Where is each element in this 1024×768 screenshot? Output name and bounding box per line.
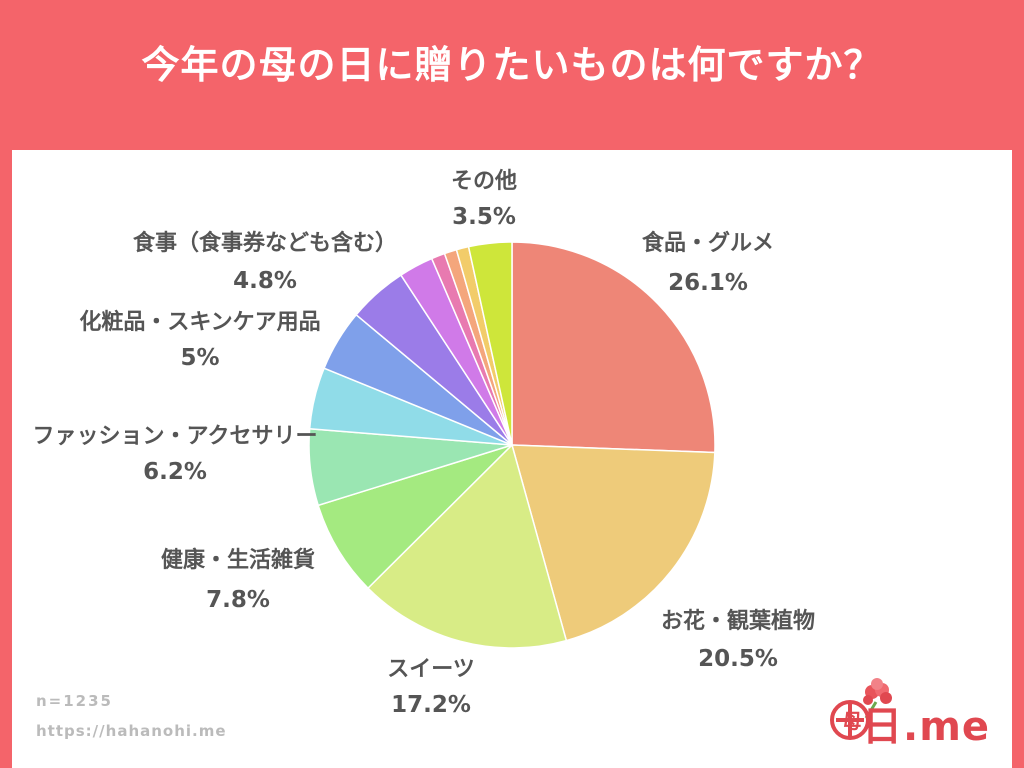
pie-slice bbox=[366, 443, 568, 649]
slice-value: 17.2% bbox=[391, 692, 471, 718]
pie-slice bbox=[511, 241, 716, 454]
logo-mark: 母 bbox=[842, 709, 862, 733]
slice-label: 食品・グルメ bbox=[642, 230, 774, 256]
pie-slice bbox=[317, 444, 513, 590]
slice-label: その他 bbox=[451, 169, 517, 194]
pie-slice bbox=[467, 241, 513, 446]
slice-value: 20.5% bbox=[698, 646, 778, 672]
slice-value: 7.8% bbox=[206, 587, 270, 613]
header: 今年の母の日に贈りたいものは何ですか？ bbox=[0, 0, 1024, 150]
slice-label: スイーツ bbox=[387, 657, 475, 682]
sample-size-note: n=1235 bbox=[36, 692, 113, 710]
slice-value: 26.1% bbox=[668, 270, 748, 296]
slice-label: お花・観葉植物 bbox=[661, 608, 815, 634]
slice-value: 5% bbox=[180, 345, 219, 371]
slice-label: 食事（食事券なども含む） bbox=[133, 230, 397, 256]
carnation-icon: 母 bbox=[830, 678, 892, 740]
slice-value: 6.2% bbox=[143, 459, 207, 485]
slice-label: 化粧品・スキンケア用品 bbox=[79, 309, 320, 335]
slice-label: ファッション・アクセサリー bbox=[33, 424, 318, 449]
page-title: 今年の母の日に贈りたいものは何ですか？ bbox=[141, 42, 883, 87]
logo-text: 日.me bbox=[862, 704, 991, 750]
pie-slice bbox=[511, 444, 716, 642]
slice-value: 4.8% bbox=[233, 268, 297, 294]
slice-value: 3.5% bbox=[452, 204, 516, 230]
slice-label: 健康・生活雑貨 bbox=[161, 547, 315, 573]
source-url: https://hahanohi.me bbox=[36, 722, 227, 740]
